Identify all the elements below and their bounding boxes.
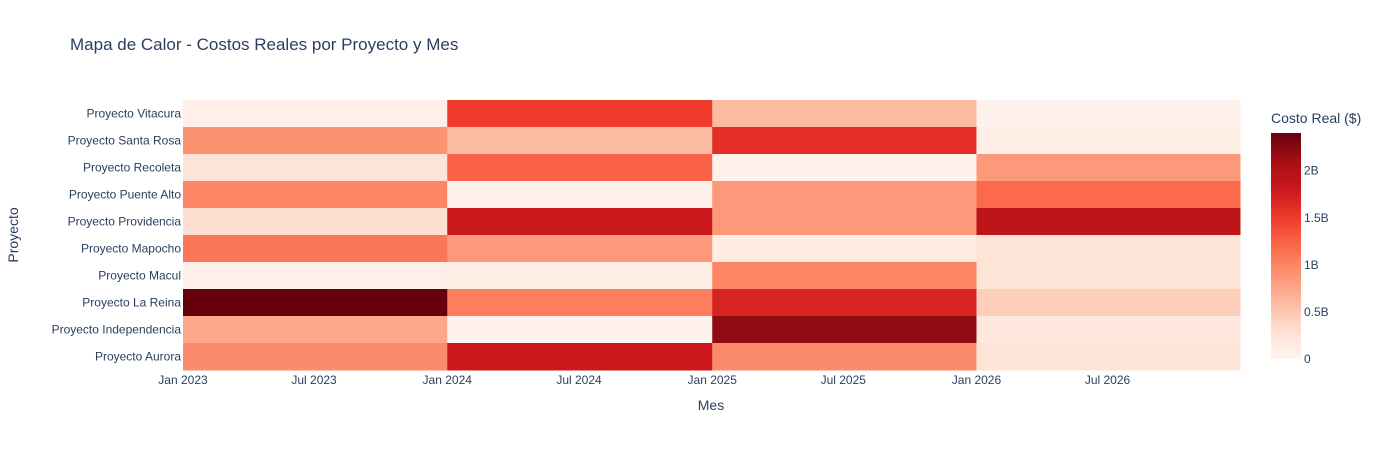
heatmap-cell [712, 289, 977, 317]
colorbar-tick-label: 0 [1304, 352, 1311, 366]
colorbar-tick-label: 1.5B [1304, 211, 1329, 225]
y-tick-label: Proyecto Mapocho [81, 242, 181, 256]
y-axis-ticks: Proyecto Vitacura Proyecto Santa Rosa Proy… [52, 107, 182, 364]
x-axis-title: Mes [698, 397, 724, 413]
heatmap-cell [712, 316, 977, 344]
heatmap-cell [712, 154, 977, 182]
y-tick-label: Proyecto Aurora [95, 350, 181, 364]
heatmap-cell [976, 181, 1241, 209]
heatmap-cell [183, 127, 448, 155]
heatmap-cell [447, 154, 713, 182]
heatmap-cell [976, 343, 1241, 371]
y-tick-label: Proyecto Macul [98, 269, 181, 283]
x-tick-label: Jul 2024 [556, 373, 602, 387]
x-tick-label: Jan 2024 [423, 373, 473, 387]
heatmap-cell [447, 235, 713, 263]
heatmap-cell [712, 127, 977, 155]
heatmap-cell [183, 262, 448, 290]
heatmap-cell [183, 208, 448, 236]
heatmap-cell [712, 181, 977, 209]
chart-title: Mapa de Calor - Costos Reales por Proyec… [70, 35, 458, 54]
heatmap-cell [183, 343, 448, 371]
colorbar-ticks: 0 0.5B 1B 1.5B 2B [1304, 164, 1329, 366]
x-tick-label: Jan 2026 [952, 373, 1002, 387]
heatmap-cell [183, 181, 448, 209]
colorbar-tick-label: 1B [1304, 258, 1319, 272]
y-axis-title: Proyecto [5, 207, 21, 262]
heatmap-cell [447, 316, 713, 344]
heatmap-cell [712, 262, 977, 290]
heatmap-cell [183, 316, 448, 344]
heatmap-cell [976, 289, 1241, 317]
heatmap-cell [712, 208, 977, 236]
heatmap-cell [183, 289, 448, 317]
x-tick-label: Jan 2025 [688, 373, 738, 387]
heatmap-cells [183, 100, 1241, 371]
heatmap-cell [183, 100, 448, 128]
x-tick-label: Jul 2026 [1085, 373, 1131, 387]
y-tick-label: Proyecto La Reina [82, 296, 181, 310]
y-tick-label: Proyecto Puente Alto [69, 188, 181, 202]
heatmap-cell [447, 127, 713, 155]
x-tick-label: Jul 2025 [821, 373, 867, 387]
heatmap-cell [712, 343, 977, 371]
y-tick-label: Proyecto Independencia [52, 323, 182, 337]
colorbar-tick-label: 2B [1304, 164, 1319, 178]
x-axis-ticks: Jan 2023 Jul 2023 Jan 2024 Jul 2024 Jan 2025… [158, 373, 1130, 387]
x-tick-label: Jan 2023 [158, 373, 208, 387]
x-tick-label: Jul 2023 [291, 373, 337, 387]
heatmap-cell [183, 154, 448, 182]
heatmap-cell [976, 235, 1241, 263]
y-tick-label: Proyecto Santa Rosa [68, 134, 182, 148]
heatmap-cell [447, 262, 713, 290]
heatmap-cell [976, 100, 1241, 128]
heatmap-cell [447, 289, 713, 317]
y-tick-label: Proyecto Vitacura [87, 107, 182, 121]
y-tick-label: Proyecto Providencia [68, 215, 182, 229]
heatmap-cell [712, 100, 977, 128]
heatmap-cell [976, 208, 1241, 236]
colorbar [1271, 133, 1301, 359]
heatmap-cell [183, 235, 448, 263]
colorbar-title: Costo Real ($) [1271, 110, 1361, 126]
heatmap-cell [976, 154, 1241, 182]
colorbar-tick-label: 0.5B [1304, 305, 1329, 319]
heatmap-cell [447, 208, 713, 236]
heatmap-cell [976, 127, 1241, 155]
heatmap-cell [447, 100, 713, 128]
y-tick-label: Proyecto Recoleta [83, 161, 181, 175]
heatmap-cell [447, 181, 713, 209]
heatmap-cell [976, 316, 1241, 344]
heatmap-cell [712, 235, 977, 263]
heatmap-cell [447, 343, 713, 371]
heatmap-cell [976, 262, 1241, 290]
